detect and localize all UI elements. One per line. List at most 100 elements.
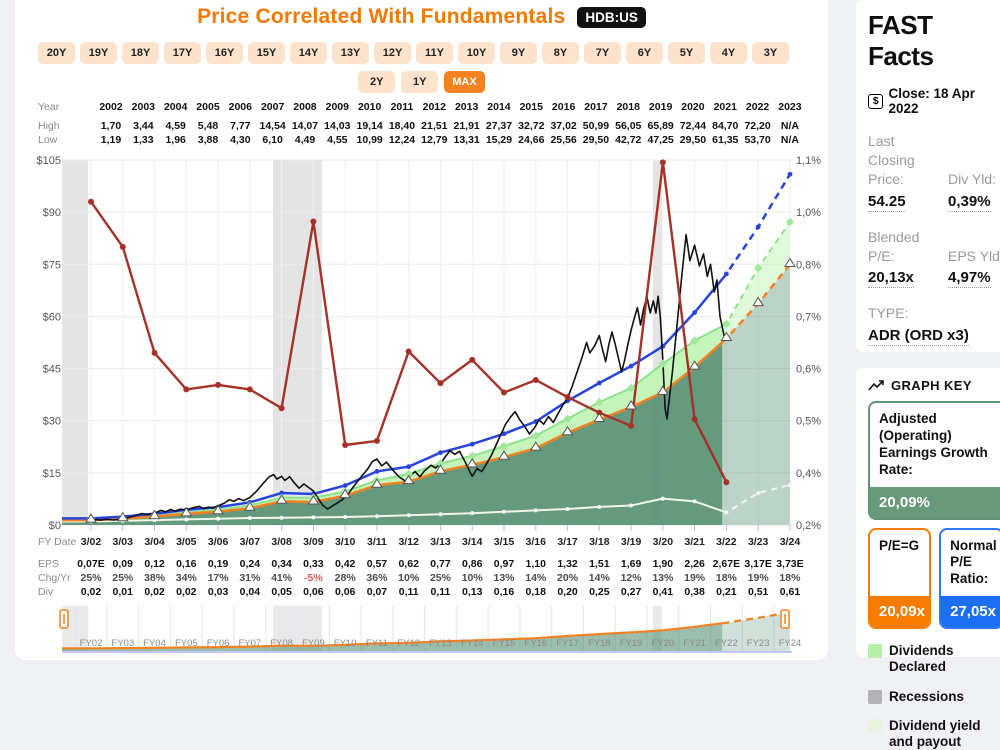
year-cell: 2017: [584, 101, 608, 113]
chg-cell: 25%: [112, 572, 134, 584]
dividends-swatch: [868, 644, 882, 659]
low-cell: 12,79: [421, 134, 448, 146]
year-cell: 2021: [713, 101, 737, 113]
year-cell: 2016: [551, 101, 576, 113]
chg-cell: 10%: [398, 572, 420, 584]
fact-div-yld: Div Yld: 0,39%: [948, 132, 1000, 212]
range-button-7y[interactable]: 7Y: [584, 42, 621, 64]
low-cell: 4,49: [294, 134, 316, 146]
range-button-4y[interactable]: 4Y: [710, 42, 747, 64]
range-button-5y[interactable]: 5Y: [668, 42, 705, 64]
fact-label: TYPE:: [868, 305, 909, 322]
legend-recessions: Recessions: [868, 689, 1000, 705]
eps-row: EPS 0,07E 0,09 0,12 0,16 0,19 0,24 0,34 0,33 0,4…: [15, 558, 828, 572]
high-cell: 72,44: [679, 120, 707, 132]
range-button-8y[interactable]: 8Y: [542, 42, 579, 64]
range-button-15y[interactable]: 15Y: [248, 42, 285, 64]
range-button-19y[interactable]: 19Y: [80, 42, 117, 64]
svg-text:$105: $105: [37, 155, 61, 167]
minimap-left-handle[interactable]: [59, 609, 69, 629]
range-button-17y[interactable]: 17Y: [164, 42, 201, 64]
svg-text:FY17: FY17: [556, 638, 579, 649]
fact-last-closing-price: Last Closing Price: 54.25: [868, 132, 944, 212]
fact-eps-yld: EPS Yld: 4,97%: [948, 228, 1000, 289]
eps-cell: 0,33: [303, 558, 324, 570]
year-cell: 2011: [390, 101, 414, 113]
range-button-12y[interactable]: 12Y: [374, 42, 411, 64]
svg-text:FY06: FY06: [207, 638, 230, 649]
year-cell: 2008: [293, 101, 317, 113]
svg-text:3/06: 3/06: [208, 536, 229, 548]
low-cell: 53,70: [744, 134, 771, 146]
high-cell: 7,77: [230, 120, 251, 132]
fact-blended-pe: Blended P/E: 20,13x: [868, 228, 944, 289]
year-cell: 2019: [648, 101, 673, 113]
svg-text:FY Date: FY Date: [38, 536, 76, 548]
range-button-11y[interactable]: 11Y: [416, 42, 453, 64]
close-date: Close: 18 Apr 2022: [888, 86, 975, 116]
svg-text:FY10: FY10: [334, 638, 357, 649]
div-cell: 0,06: [303, 586, 324, 598]
div-cell: 0,06: [334, 586, 356, 598]
high-cell: 65,89: [647, 120, 674, 132]
range-button-2y[interactable]: 2Y: [358, 71, 396, 93]
year-cell: 2004: [163, 101, 188, 113]
svg-text:1,1%: 1,1%: [796, 155, 821, 167]
svg-text:FY05: FY05: [175, 638, 198, 649]
range-button-9y[interactable]: 9Y: [500, 42, 537, 64]
low-cell: 6,10: [262, 134, 283, 146]
left-axis-labels: $105 $90 $75 $60 $45 $30 $15 $0: [37, 155, 61, 532]
svg-text:FY23: FY23: [747, 638, 770, 649]
normal-pe-label: Normal P/E Ratio:: [950, 537, 997, 587]
high-cell: 50,99: [582, 120, 610, 132]
svg-text:FY18: FY18: [588, 638, 611, 649]
high-cell: 19,14: [356, 120, 383, 132]
fact-value[interactable]: 54.25: [868, 192, 906, 212]
chg-cell: 12%: [620, 572, 642, 584]
high-cell: 14,03: [324, 120, 351, 132]
chg-cell: 18%: [779, 572, 801, 584]
range-button-16y[interactable]: 16Y: [206, 42, 243, 64]
div-cell: 0,38: [684, 586, 705, 598]
high-cell: 18,40: [388, 120, 416, 132]
range-button-row: 20Y 19Y 18Y 17Y 16Y 15Y 14Y 13Y 12Y 11Y 10Y 9Y 8Y 7Y 6…: [38, 42, 798, 64]
eps-cell: 0,24: [239, 558, 261, 570]
range-button-10y[interactable]: 10Y: [458, 42, 495, 64]
fact-label: Div Yld:: [948, 170, 996, 187]
eps-cell: 2,67E: [712, 558, 741, 570]
dividend-yield-payout-line: [62, 483, 792, 524]
svg-text:3/04: 3/04: [144, 536, 165, 548]
range-button-3y[interactable]: 3Y: [752, 42, 789, 64]
fact-value[interactable]: 0,39%: [948, 192, 991, 212]
range-button-max[interactable]: MAX: [444, 71, 485, 93]
svg-text:FY12: FY12: [397, 638, 420, 649]
fact-value[interactable]: 4,97%: [948, 269, 991, 289]
high-cell: 14,54: [259, 120, 286, 132]
price-fundamentals-chart: $105 $90 $75 $60 $45 $30 $15 $0 1,1% 1,0% 0,8% 0,7%…: [37, 155, 821, 653]
legend-label: Dividend yield and payout: [889, 717, 981, 749]
div-cell: 0,41: [652, 586, 674, 598]
minimap-right-handle[interactable]: [780, 609, 790, 629]
range-button-18y[interactable]: 18Y: [122, 42, 159, 64]
fact-label: EPS Yld:: [948, 247, 1000, 264]
range-button-14y[interactable]: 14Y: [290, 42, 327, 64]
range-button-20y[interactable]: 20Y: [38, 42, 75, 64]
eps-cell: 3,17E: [744, 558, 772, 570]
high-row: High 1,70 3,44 4,59 5,48 7,77 14,54 14,07 14,03…: [15, 120, 828, 134]
high-cell: 21,51: [421, 120, 448, 132]
year-cell: 2014: [487, 101, 511, 113]
year-row-label: Year: [38, 101, 60, 113]
range-button-13y[interactable]: 13Y: [332, 42, 369, 64]
range-button-1y[interactable]: 1Y: [401, 71, 439, 93]
legend-label: Recessions: [889, 688, 965, 704]
chart-legend: Dividends Declared Recessions Dividend y…: [868, 643, 1000, 750]
div-cell: 0,13: [462, 586, 483, 598]
range-button-6y[interactable]: 6Y: [626, 42, 663, 64]
low-cell: 10,99: [356, 134, 383, 146]
svg-text:FY21: FY21: [683, 638, 706, 649]
low-cell: 1,33: [133, 134, 154, 146]
svg-text:3/21: 3/21: [684, 536, 705, 548]
fact-value[interactable]: ADR (ORD x3): [868, 327, 969, 347]
fact-value[interactable]: 20,13x: [868, 269, 914, 289]
peg-key-card: P/E=G 20,09x: [868, 527, 932, 630]
